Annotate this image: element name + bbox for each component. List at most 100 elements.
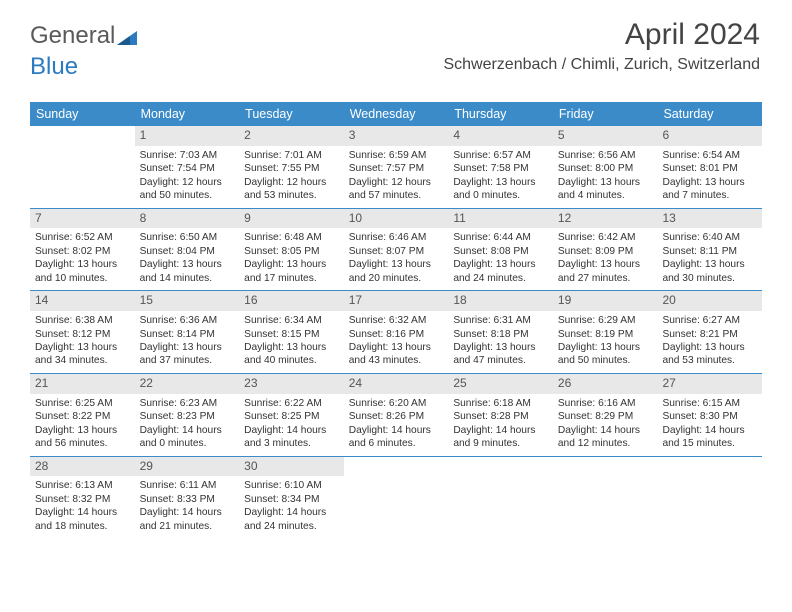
day-cell bbox=[30, 126, 135, 208]
day-detail-line: and 37 minutes. bbox=[140, 354, 235, 367]
day-detail-line: and 4 minutes. bbox=[558, 189, 653, 202]
week-row: 28Sunrise: 6:13 AMSunset: 8:32 PMDayligh… bbox=[30, 456, 762, 539]
day-number: 10 bbox=[344, 209, 449, 229]
day-detail-line: Sunset: 8:33 PM bbox=[140, 493, 235, 506]
day-detail-line: and 0 minutes. bbox=[453, 189, 548, 202]
day-detail-line: Sunset: 7:57 PM bbox=[349, 162, 444, 175]
day-details: Sunrise: 6:59 AMSunset: 7:57 PMDaylight:… bbox=[344, 146, 449, 208]
day-detail-line: Sunrise: 6:42 AM bbox=[558, 231, 653, 244]
day-details: Sunrise: 6:54 AMSunset: 8:01 PMDaylight:… bbox=[657, 146, 762, 208]
day-detail-line: and 50 minutes. bbox=[558, 354, 653, 367]
day-details: Sunrise: 6:36 AMSunset: 8:14 PMDaylight:… bbox=[135, 311, 240, 373]
day-detail-line: Sunset: 7:54 PM bbox=[140, 162, 235, 175]
day-detail-line: Sunrise: 6:50 AM bbox=[140, 231, 235, 244]
day-cell: 9Sunrise: 6:48 AMSunset: 8:05 PMDaylight… bbox=[239, 209, 344, 291]
day-detail-line: Sunrise: 6:18 AM bbox=[453, 397, 548, 410]
day-detail-line: Daylight: 14 hours bbox=[244, 506, 339, 519]
day-detail-line: Sunset: 8:01 PM bbox=[662, 162, 757, 175]
day-detail-line: Sunset: 8:07 PM bbox=[349, 245, 444, 258]
day-detail-line: and 20 minutes. bbox=[349, 272, 444, 285]
day-details: Sunrise: 6:29 AMSunset: 8:19 PMDaylight:… bbox=[553, 311, 658, 373]
day-details: Sunrise: 6:48 AMSunset: 8:05 PMDaylight:… bbox=[239, 228, 344, 290]
day-detail-line: Daylight: 14 hours bbox=[453, 424, 548, 437]
day-detail-line: Sunrise: 6:36 AM bbox=[140, 314, 235, 327]
day-detail-line: Sunrise: 6:29 AM bbox=[558, 314, 653, 327]
day-details: Sunrise: 6:56 AMSunset: 8:00 PMDaylight:… bbox=[553, 146, 658, 208]
day-number: 12 bbox=[553, 209, 658, 229]
day-detail-line: and 0 minutes. bbox=[140, 437, 235, 450]
day-detail-line: Sunset: 8:16 PM bbox=[349, 328, 444, 341]
day-number: 25 bbox=[448, 374, 553, 394]
day-detail-line: Sunset: 8:04 PM bbox=[140, 245, 235, 258]
day-details: Sunrise: 6:40 AMSunset: 8:11 PMDaylight:… bbox=[657, 228, 762, 290]
day-details: Sunrise: 6:15 AMSunset: 8:30 PMDaylight:… bbox=[657, 394, 762, 456]
day-detail-line: and 53 minutes. bbox=[662, 354, 757, 367]
day-detail-line: Daylight: 14 hours bbox=[140, 506, 235, 519]
day-details: Sunrise: 6:13 AMSunset: 8:32 PMDaylight:… bbox=[30, 476, 135, 538]
day-detail-line: and 56 minutes. bbox=[35, 437, 130, 450]
day-cell: 29Sunrise: 6:11 AMSunset: 8:33 PMDayligh… bbox=[135, 457, 240, 539]
day-number: 23 bbox=[239, 374, 344, 394]
day-detail-line: Sunset: 8:26 PM bbox=[349, 410, 444, 423]
day-detail-line: and 17 minutes. bbox=[244, 272, 339, 285]
day-cell: 17Sunrise: 6:32 AMSunset: 8:16 PMDayligh… bbox=[344, 291, 449, 373]
day-detail-line: Sunrise: 6:27 AM bbox=[662, 314, 757, 327]
day-detail-line: Daylight: 12 hours bbox=[244, 176, 339, 189]
day-cell: 1Sunrise: 7:03 AMSunset: 7:54 PMDaylight… bbox=[135, 126, 240, 208]
day-detail-line: and 53 minutes. bbox=[244, 189, 339, 202]
day-detail-line: Daylight: 13 hours bbox=[35, 424, 130, 437]
day-number: 19 bbox=[553, 291, 658, 311]
day-detail-line: Sunrise: 6:25 AM bbox=[35, 397, 130, 410]
day-cell: 27Sunrise: 6:15 AMSunset: 8:30 PMDayligh… bbox=[657, 374, 762, 456]
day-number: 6 bbox=[657, 126, 762, 146]
day-cell: 26Sunrise: 6:16 AMSunset: 8:29 PMDayligh… bbox=[553, 374, 658, 456]
day-detail-line: Daylight: 14 hours bbox=[35, 506, 130, 519]
day-cell: 10Sunrise: 6:46 AMSunset: 8:07 PMDayligh… bbox=[344, 209, 449, 291]
day-detail-line: Sunrise: 7:01 AM bbox=[244, 149, 339, 162]
day-header: Monday bbox=[135, 102, 240, 126]
day-cell: 8Sunrise: 6:50 AMSunset: 8:04 PMDaylight… bbox=[135, 209, 240, 291]
day-detail-line: Daylight: 13 hours bbox=[662, 341, 757, 354]
day-cell: 23Sunrise: 6:22 AMSunset: 8:25 PMDayligh… bbox=[239, 374, 344, 456]
day-number: 24 bbox=[344, 374, 449, 394]
week-row: 14Sunrise: 6:38 AMSunset: 8:12 PMDayligh… bbox=[30, 290, 762, 373]
day-detail-line: and 34 minutes. bbox=[35, 354, 130, 367]
day-number: 20 bbox=[657, 291, 762, 311]
day-cell: 25Sunrise: 6:18 AMSunset: 8:28 PMDayligh… bbox=[448, 374, 553, 456]
day-detail-line: and 18 minutes. bbox=[35, 520, 130, 533]
day-number: 5 bbox=[553, 126, 658, 146]
day-detail-line: Sunrise: 6:22 AM bbox=[244, 397, 339, 410]
day-detail-line: Sunrise: 6:40 AM bbox=[662, 231, 757, 244]
day-detail-line: Daylight: 13 hours bbox=[140, 341, 235, 354]
day-cell: 13Sunrise: 6:40 AMSunset: 8:11 PMDayligh… bbox=[657, 209, 762, 291]
day-detail-line: Sunset: 8:02 PM bbox=[35, 245, 130, 258]
day-detail-line: Sunrise: 6:59 AM bbox=[349, 149, 444, 162]
day-header: Wednesday bbox=[344, 102, 449, 126]
day-detail-line: Sunrise: 6:13 AM bbox=[35, 479, 130, 492]
day-detail-line: Daylight: 13 hours bbox=[558, 176, 653, 189]
day-detail-line: Daylight: 12 hours bbox=[349, 176, 444, 189]
day-header: Tuesday bbox=[239, 102, 344, 126]
day-detail-line: Daylight: 13 hours bbox=[558, 258, 653, 271]
day-detail-line: Sunset: 7:55 PM bbox=[244, 162, 339, 175]
day-cell: 24Sunrise: 6:20 AMSunset: 8:26 PMDayligh… bbox=[344, 374, 449, 456]
day-detail-line: Daylight: 14 hours bbox=[349, 424, 444, 437]
day-detail-line: and 24 minutes. bbox=[453, 272, 548, 285]
day-detail-line: Daylight: 13 hours bbox=[35, 258, 130, 271]
day-detail-line: Sunrise: 7:03 AM bbox=[140, 149, 235, 162]
day-detail-line: Sunset: 8:00 PM bbox=[558, 162, 653, 175]
location-text: Schwerzenbach / Chimli, Zurich, Switzerl… bbox=[443, 56, 760, 74]
day-cell: 14Sunrise: 6:38 AMSunset: 8:12 PMDayligh… bbox=[30, 291, 135, 373]
day-detail-line: Sunset: 8:22 PM bbox=[35, 410, 130, 423]
day-cell: 30Sunrise: 6:10 AMSunset: 8:34 PMDayligh… bbox=[239, 457, 344, 539]
day-details: Sunrise: 6:20 AMSunset: 8:26 PMDaylight:… bbox=[344, 394, 449, 456]
week-row: 7Sunrise: 6:52 AMSunset: 8:02 PMDaylight… bbox=[30, 208, 762, 291]
week-row: 1Sunrise: 7:03 AMSunset: 7:54 PMDaylight… bbox=[30, 126, 762, 208]
day-detail-line: Sunset: 8:32 PM bbox=[35, 493, 130, 506]
day-detail-line: Daylight: 13 hours bbox=[244, 258, 339, 271]
day-detail-line: Sunset: 8:05 PM bbox=[244, 245, 339, 258]
day-detail-line: Sunrise: 6:23 AM bbox=[140, 397, 235, 410]
day-details: Sunrise: 7:03 AMSunset: 7:54 PMDaylight:… bbox=[135, 146, 240, 208]
day-detail-line: Sunset: 8:15 PM bbox=[244, 328, 339, 341]
day-detail-line: Sunset: 8:29 PM bbox=[558, 410, 653, 423]
